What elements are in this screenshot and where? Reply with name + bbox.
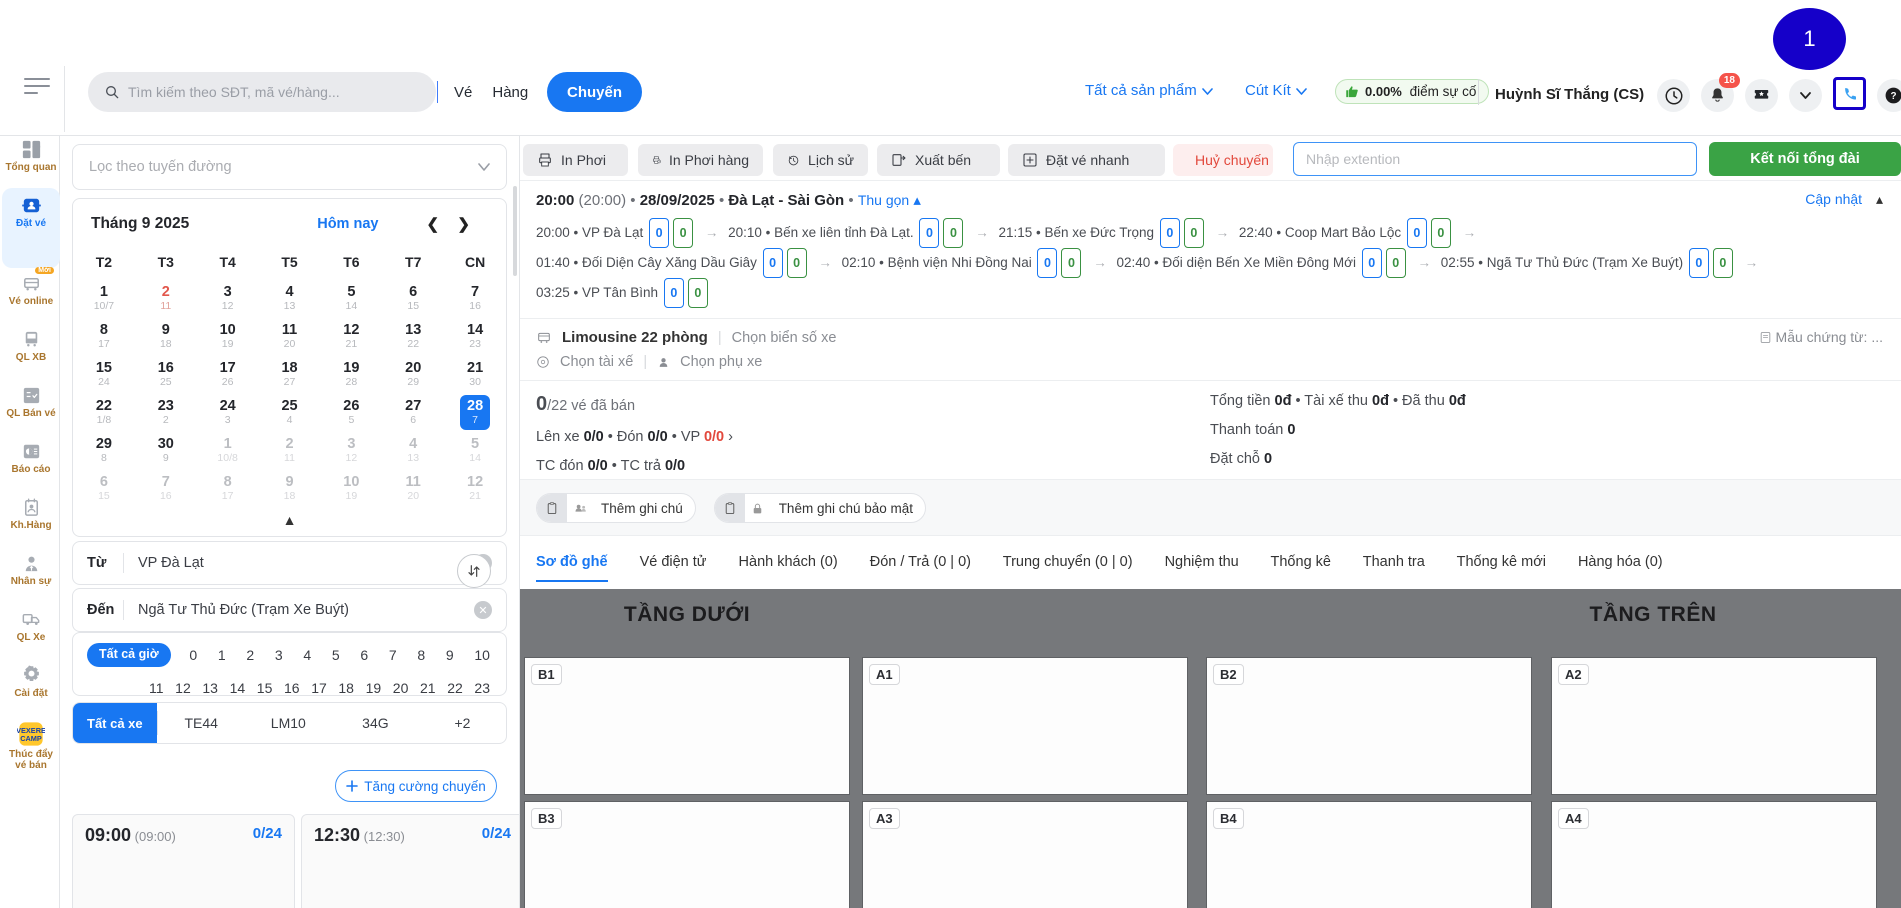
svg-text:?: ? xyxy=(1890,91,1896,102)
svg-text:CAMP: CAMP xyxy=(20,734,42,743)
